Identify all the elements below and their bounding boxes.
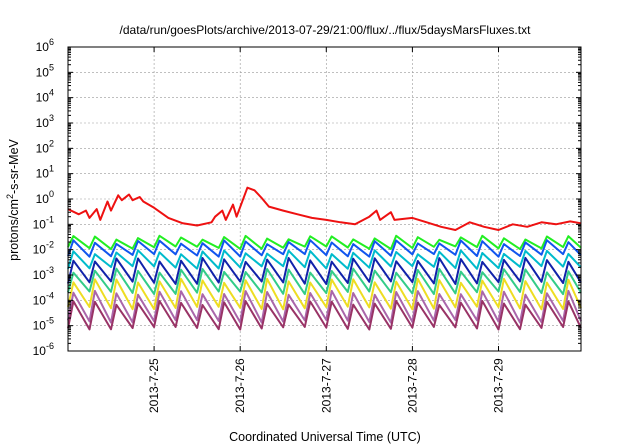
x-tick-label: 2013-7-29 bbox=[491, 358, 505, 413]
series-group bbox=[67, 186, 582, 331]
y-tick-exponent: -6 bbox=[46, 341, 54, 351]
series-line bbox=[67, 289, 582, 324]
y-tick-label: 10-2 bbox=[33, 240, 54, 257]
y-axis-label: protons/cm2-s-sr-MeV bbox=[5, 138, 21, 260]
y-tick-exponent: 0 bbox=[49, 189, 54, 199]
x-tick-label: 2013-7-26 bbox=[233, 358, 247, 413]
y-tick-label: 104 bbox=[36, 88, 54, 105]
y-tick-base: 10 bbox=[36, 167, 50, 181]
y-tick-label: 10-4 bbox=[33, 290, 54, 307]
y-tick-base: 10 bbox=[33, 243, 47, 257]
y-tick-exponent: -4 bbox=[46, 290, 54, 300]
x-axis-label: Coordinated Universal Time (UTC) bbox=[229, 430, 421, 444]
y-tick-base: 10 bbox=[33, 217, 47, 231]
y-tick-base: 10 bbox=[36, 65, 50, 79]
x-tick-label: 2013-7-27 bbox=[319, 358, 333, 413]
x-tick-label: 2013-7-28 bbox=[405, 358, 419, 413]
y-tick-label: 102 bbox=[36, 138, 54, 155]
y-tick-base: 10 bbox=[33, 319, 47, 333]
plot-frame bbox=[67, 46, 582, 352]
y-tick-label: 10-3 bbox=[33, 265, 54, 282]
y-tick-label: 10-6 bbox=[33, 341, 54, 358]
y-tick-exponent: 1 bbox=[49, 164, 54, 174]
y-tick-base: 10 bbox=[33, 293, 47, 307]
series-line bbox=[67, 186, 582, 231]
y-tick-label: 100 bbox=[36, 189, 54, 206]
series-line bbox=[67, 277, 582, 311]
x-axis-ticks: 2013-7-25 2013-7-26 2013-7-27 2013-7-28 2013… bbox=[147, 47, 505, 413]
y-tick-base: 10 bbox=[36, 116, 50, 130]
y-tick-label: 105 bbox=[36, 62, 54, 79]
y-tick-exponent: -3 bbox=[46, 265, 54, 275]
y-axis-label-superscript: 2 bbox=[5, 194, 15, 199]
y-tick-label: 10-5 bbox=[33, 316, 54, 333]
series-line bbox=[67, 239, 582, 258]
y-tick-exponent: 4 bbox=[49, 88, 54, 98]
y-tick-exponent: 6 bbox=[49, 37, 54, 47]
y-tick-exponent: -5 bbox=[46, 316, 54, 326]
y-tick-base: 10 bbox=[36, 192, 50, 206]
y-tick-base: 10 bbox=[36, 141, 50, 155]
y-tick-base: 10 bbox=[33, 268, 47, 282]
chart-title: /data/run/goesPlots/archive/2013-07-29/2… bbox=[120, 23, 532, 37]
y-tick-label: 10-1 bbox=[33, 214, 54, 231]
series-line bbox=[67, 256, 582, 285]
y-tick-exponent: 5 bbox=[49, 62, 54, 72]
series-line bbox=[67, 234, 582, 251]
series-line bbox=[67, 249, 582, 270]
series-line bbox=[67, 267, 582, 296]
y-tick-label: 103 bbox=[36, 113, 54, 130]
y-tick-exponent: -1 bbox=[46, 214, 54, 224]
y-tick-exponent: 3 bbox=[49, 113, 54, 123]
series-line bbox=[67, 300, 582, 331]
y-tick-base: 10 bbox=[36, 40, 50, 54]
y-tick-exponent: 2 bbox=[49, 138, 54, 148]
y-tick-base: 10 bbox=[36, 91, 50, 105]
y-tick-exponent: -2 bbox=[46, 240, 54, 250]
x-tick-label: 2013-7-25 bbox=[147, 358, 161, 413]
grid bbox=[68, 47, 581, 351]
y-axis-label-part: protons/cm bbox=[7, 199, 21, 261]
y-tick-base: 10 bbox=[33, 344, 47, 358]
y-tick-label: 101 bbox=[36, 164, 54, 181]
y-tick-label: 106 bbox=[36, 37, 54, 54]
y-axis-label-part: -s-sr-MeV bbox=[7, 138, 21, 194]
